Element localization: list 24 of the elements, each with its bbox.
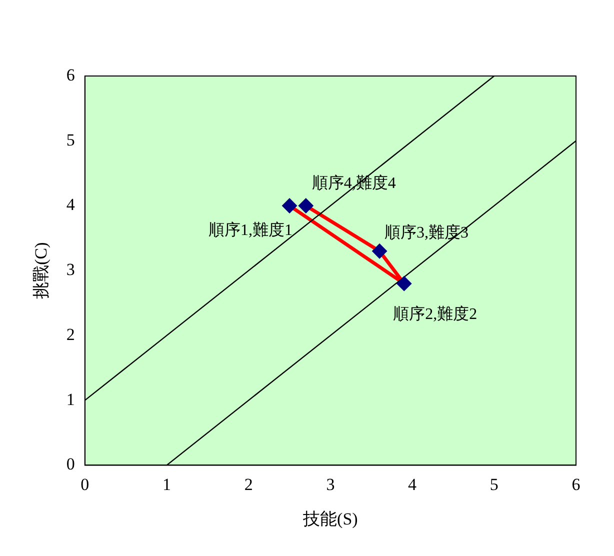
point xyxy=(282,198,298,214)
x-tick-label: 4 xyxy=(408,474,418,494)
x-tick-label: 0 xyxy=(80,474,90,494)
x-tick-label: 5 xyxy=(490,474,498,494)
y-tick-label: 3 xyxy=(66,260,75,280)
annotation: 順序2,難度2 xyxy=(393,304,478,323)
x-tick-label: 2 xyxy=(244,474,253,494)
point xyxy=(298,198,314,214)
y-tick-label: 2 xyxy=(66,324,75,344)
y-tick-label: 6 xyxy=(66,65,75,84)
y-tick-label: 4 xyxy=(66,195,76,214)
x-axis-title: 技能(S) xyxy=(302,509,358,528)
x-tick-label: 3 xyxy=(326,474,335,494)
y-axis-title: 挑戰(C) xyxy=(32,242,51,299)
annotation: 順序4,難度4 xyxy=(312,174,396,192)
point xyxy=(396,276,412,292)
annotation: 順序3,難度3 xyxy=(384,223,469,242)
annotation: 順序1,難度1 xyxy=(208,220,293,239)
x-tick-label: 6 xyxy=(572,474,580,494)
y-tick-label: 0 xyxy=(66,454,75,474)
point xyxy=(372,244,388,259)
x-tick-label: 1 xyxy=(162,474,171,494)
y-tick-label: 5 xyxy=(66,130,75,150)
y-tick-label: 1 xyxy=(66,390,75,409)
